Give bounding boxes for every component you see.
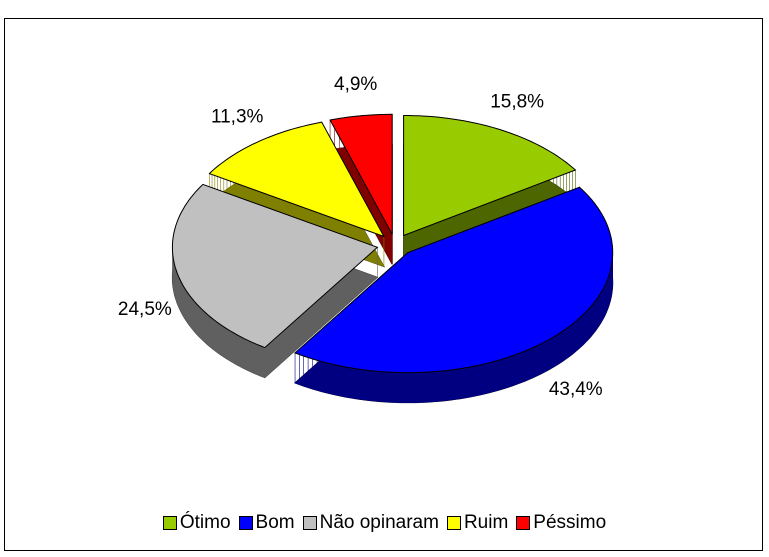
data-label: 43,4% xyxy=(549,379,603,400)
legend-item: Ótimo xyxy=(162,512,231,534)
slice xyxy=(403,115,577,267)
legend-swatch xyxy=(302,516,317,530)
legend-item: Bom xyxy=(238,512,295,534)
legend-label: Péssimo xyxy=(533,512,607,533)
slice-top xyxy=(403,115,577,237)
legend-swatch xyxy=(446,516,461,530)
slice-top xyxy=(329,113,393,235)
legend-item: Ruim xyxy=(446,512,509,534)
data-label: 24,5% xyxy=(118,299,172,320)
slice-top xyxy=(208,121,385,238)
legend-label: Ruim xyxy=(463,512,509,533)
legend: Ótimo Bom Não opinaram Ruim Péssimo xyxy=(0,512,769,534)
data-label: 11,3% xyxy=(211,106,264,127)
legend-swatch xyxy=(238,516,253,530)
legend-item: Péssimo xyxy=(516,512,606,534)
slice-top xyxy=(171,183,379,349)
legend-swatch xyxy=(516,516,531,530)
legend-swatch xyxy=(162,516,177,530)
legend-label: Bom xyxy=(255,512,295,533)
data-label: 4,9% xyxy=(334,74,377,95)
legend-label: Não opinaram xyxy=(319,512,439,533)
legend-item: Não opinaram xyxy=(302,512,439,534)
slice xyxy=(294,186,614,404)
slice xyxy=(171,183,379,379)
chart-frame xyxy=(4,18,763,551)
data-label: 15,8% xyxy=(490,92,544,113)
legend-label: Ótimo xyxy=(179,512,231,533)
slice-top xyxy=(294,186,614,374)
